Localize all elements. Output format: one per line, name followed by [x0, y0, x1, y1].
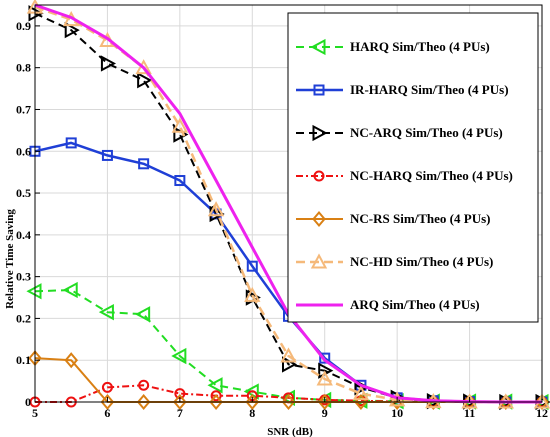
legend-box: [287, 12, 539, 323]
data-point: [209, 393, 223, 411]
x-tick-label: 7: [177, 406, 183, 420]
legend-label: NC-HARQ Sim/Theo (4 PUs): [350, 168, 513, 183]
data-point: [316, 370, 333, 386]
data-point: [100, 393, 115, 411]
data-point: [135, 306, 151, 323]
x-tick-label: 10: [391, 406, 403, 420]
data-point: [136, 393, 151, 411]
y-tick-label: 0: [25, 395, 31, 409]
legend-label: HARQ Sim/Theo (4 PUs): [350, 39, 490, 54]
y-axis-title: Relative Time Saving: [4, 209, 16, 309]
legend-marker: [310, 253, 328, 269]
data-point: [64, 21, 80, 39]
data-point: [98, 303, 114, 321]
legend-marker: [313, 84, 325, 96]
y-tick-label: 0.3: [16, 270, 31, 284]
data-point: [65, 137, 77, 149]
legend-marker: [312, 210, 326, 228]
data-point: [280, 347, 297, 363]
y-tick-label: 0.7: [16, 102, 31, 116]
data-point: [138, 158, 150, 170]
legend-label: ARQ Sim/Theo (4 PUs): [350, 297, 480, 312]
data-point: [135, 59, 152, 75]
data-point: [210, 390, 222, 402]
y-tick-label: 0.2: [16, 311, 31, 325]
axis-ticks: 5 6 7 8 9 10 11 12 0 0.1 0.2 0.3 0.4 0.5 0.6 0.7 0.8 0.9: [16, 19, 548, 420]
x-tick-label: 12: [536, 406, 548, 420]
series-line: [34, 5, 542, 404]
x-tick-label: 6: [104, 406, 110, 420]
data-point: [245, 393, 260, 411]
data-point: [244, 286, 261, 302]
data-point: [319, 352, 331, 364]
y-tick-label: 0.1: [16, 353, 31, 367]
y-tick-label: 0.5: [16, 186, 31, 200]
y-tick-label: 0.8: [16, 61, 31, 75]
plot-frame: [34, 4, 543, 403]
x-tick-label: 11: [464, 406, 475, 420]
data-point: [173, 393, 187, 411]
data-point: [101, 149, 113, 161]
data-point: [101, 381, 113, 393]
x-tick-label: 8: [249, 406, 255, 420]
legend-marker: [313, 170, 325, 182]
data-point: [352, 385, 370, 401]
data-point: [171, 347, 187, 365]
x-axis-title: SNR (dB): [267, 426, 313, 437]
legend-label: NC-ARQ Sim/Theo (4 PUs): [350, 125, 503, 140]
series-line: [34, 12, 542, 403]
legend-marker: [312, 124, 328, 142]
data-point: [64, 352, 79, 369]
data-point: [207, 377, 223, 394]
data-point: [317, 393, 332, 411]
data-point: [281, 393, 296, 411]
data-point: [100, 55, 117, 72]
y-tick-label: 0.6: [16, 144, 31, 158]
legend-marker: [310, 38, 326, 56]
data-point: [174, 175, 186, 187]
x-tick-label: 9: [322, 406, 328, 420]
data-point: [137, 72, 153, 89]
data-point: [62, 281, 78, 299]
legend-label: NC-HD Sim/Theo (4 PUs): [350, 254, 493, 269]
data-point: [207, 201, 225, 217]
y-tick-label: 0.4: [16, 228, 31, 242]
data-point: [246, 260, 258, 272]
legend-label: IR-HARQ Sim/Theo (4 PUs): [350, 82, 509, 97]
x-tick-label: 5: [32, 406, 38, 420]
data-point: [171, 117, 189, 133]
y-tick-label: 0.9: [16, 19, 31, 33]
legend-label: NC-RS Sim/Theo (4 PUs): [350, 211, 490, 226]
legend: HARQ Sim/Theo (4 PUs) IR-HARQ Sim/Theo (4…: [287, 12, 539, 323]
data-point: [138, 379, 150, 391]
